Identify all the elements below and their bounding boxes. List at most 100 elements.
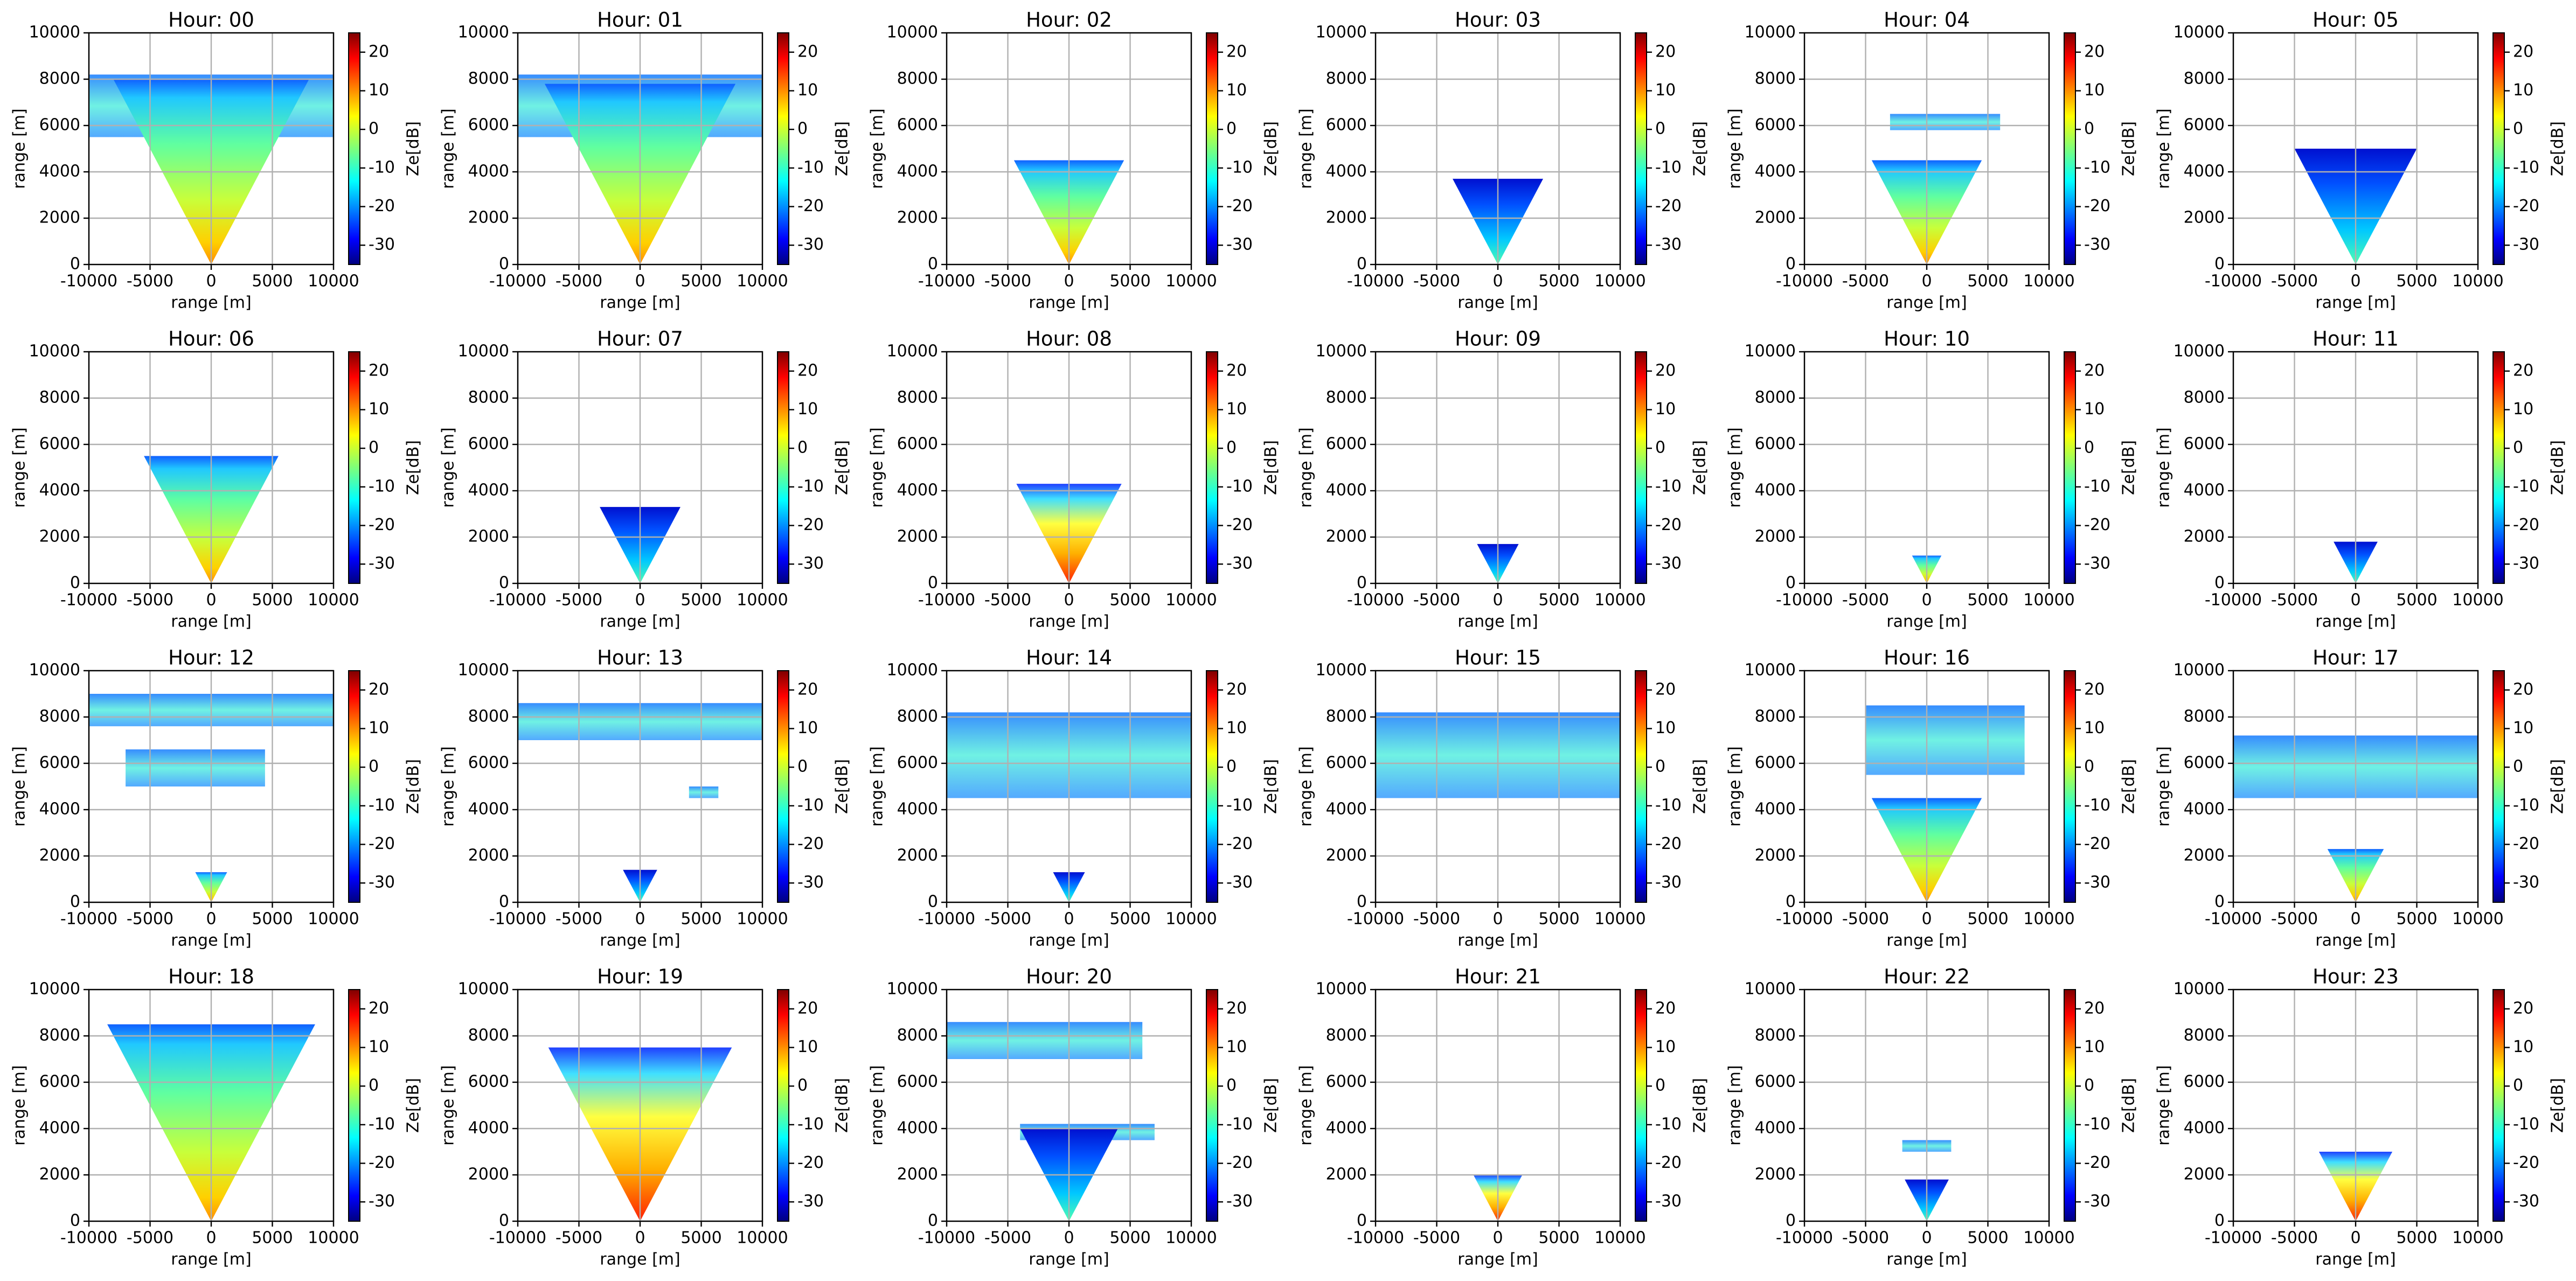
colorbar-tick-label: -10 bbox=[369, 158, 395, 177]
colorbar-tick-label: 20 bbox=[797, 999, 818, 1018]
colorbar-tick-label: -10 bbox=[797, 1115, 824, 1133]
axes-frame bbox=[88, 32, 335, 266]
y-tick-label: 2000 bbox=[1755, 1165, 1796, 1184]
colorbar bbox=[777, 32, 789, 265]
colorbar-tick-label: -30 bbox=[1226, 554, 1253, 573]
colorbar-tick-label: -10 bbox=[2513, 796, 2539, 814]
axes-frame bbox=[946, 32, 1192, 266]
subplot-title: Hour: 18 bbox=[168, 965, 254, 988]
y-tick-label: 2000 bbox=[2184, 527, 2225, 546]
colorbar-tick-label: -20 bbox=[797, 834, 824, 853]
y-tick-label: 10000 bbox=[2174, 23, 2225, 42]
y-tick-label: 4000 bbox=[468, 481, 509, 500]
y-tick-label: 2000 bbox=[468, 1165, 509, 1184]
y-tick-label: 2000 bbox=[1755, 208, 1796, 227]
subplot: Hour: 02 -10000 -5000 0 5000 10000 0 2000 4000 60… bbox=[868, 9, 1281, 312]
subplot-title: Hour: 09 bbox=[1455, 328, 1541, 351]
axes-frame bbox=[517, 32, 763, 266]
colorbar-tick-label: 10 bbox=[369, 1038, 389, 1056]
axes-frame bbox=[2232, 32, 2479, 266]
x-tick-label: -5000 bbox=[1842, 272, 1889, 291]
colorbar-tick-label: -30 bbox=[1226, 235, 1253, 254]
x-axis-label: range [m] bbox=[171, 294, 251, 312]
colorbar-tick-label: 0 bbox=[1226, 757, 1237, 776]
y-tick-label: 4000 bbox=[1755, 1119, 1796, 1138]
colorbar-tick-label: 0 bbox=[2513, 1076, 2523, 1095]
colorbar bbox=[2064, 989, 2076, 1222]
echo-band bbox=[126, 749, 265, 786]
colorbar bbox=[777, 670, 789, 903]
x-tick-label: -10000 bbox=[60, 591, 117, 610]
subplot-title: Hour: 02 bbox=[1026, 9, 1112, 32]
y-tick-label: 6000 bbox=[897, 116, 938, 135]
y-tick-label: 8000 bbox=[39, 69, 80, 88]
colorbar-label: Ze[dB] bbox=[2549, 1078, 2567, 1133]
x-tick-label: 5000 bbox=[2396, 1229, 2437, 1248]
y-axis-label: range [m] bbox=[1726, 746, 1745, 826]
colorbar-label: Ze[dB] bbox=[404, 1078, 423, 1133]
x-tick-label: 10000 bbox=[1594, 272, 1645, 291]
x-tick-label: -10000 bbox=[1347, 910, 1404, 929]
x-tick-label: 5000 bbox=[1109, 272, 1150, 291]
x-tick-label: -5000 bbox=[984, 591, 1031, 610]
colorbar-tick-label: -10 bbox=[1655, 477, 1682, 496]
subplot-title: Hour: 23 bbox=[2313, 965, 2399, 988]
x-tick-label: -10000 bbox=[1776, 910, 1833, 929]
x-tick-label: 10000 bbox=[1165, 591, 1217, 610]
y-tick-label: 10000 bbox=[458, 980, 509, 999]
x-tick-label: 10000 bbox=[308, 1229, 359, 1248]
colorbar-tick-label: -20 bbox=[369, 834, 395, 853]
x-tick-label: 0 bbox=[206, 591, 216, 610]
subplot: Hour: 05 -10000 -5000 0 5000 10000 0 2000 4000 60… bbox=[2155, 9, 2567, 312]
x-tick-label: 5000 bbox=[681, 591, 721, 610]
subplot: Hour: 10 -10000 -5000 0 5000 10000 0 2000 4000 60… bbox=[1726, 328, 2138, 631]
y-tick-label: 4000 bbox=[1755, 800, 1796, 819]
colorbar-tick-label: 0 bbox=[369, 1076, 379, 1095]
colorbar-tick-label: 20 bbox=[797, 361, 818, 380]
x-tick-label: -10000 bbox=[489, 910, 546, 929]
colorbar-tick-label: 20 bbox=[369, 680, 389, 699]
y-tick-label: 8000 bbox=[468, 1026, 509, 1045]
colorbar-tick-label: 10 bbox=[369, 719, 389, 737]
x-tick-label: 10000 bbox=[2023, 591, 2074, 610]
colorbar-tick-label: 10 bbox=[1655, 400, 1676, 419]
colorbar-tick-label: -10 bbox=[369, 1115, 395, 1133]
y-tick-label: 2000 bbox=[1755, 527, 1796, 546]
y-tick-label: 2000 bbox=[468, 527, 509, 546]
colorbar-tick-label: -20 bbox=[2084, 834, 2110, 853]
x-tick-label: -5000 bbox=[2271, 591, 2318, 610]
colorbar-tick-label: -20 bbox=[1226, 516, 1253, 534]
colorbar-tick-label: -30 bbox=[2513, 1192, 2539, 1211]
x-tick-label: -10000 bbox=[489, 272, 546, 291]
y-tick-label: 8000 bbox=[897, 1026, 938, 1045]
x-axis-label: range [m] bbox=[1029, 1250, 1109, 1269]
axes-frame bbox=[517, 988, 763, 1222]
colorbar-tick-label: 0 bbox=[2084, 438, 2094, 457]
colorbar bbox=[1206, 351, 1218, 584]
x-axis-label: range [m] bbox=[1886, 931, 1967, 950]
y-tick-label: 8000 bbox=[1755, 388, 1796, 407]
colorbar-tick-label: -10 bbox=[1655, 158, 1682, 177]
x-tick-label: 0 bbox=[1492, 272, 1503, 291]
colorbar-label: Ze[dB] bbox=[404, 121, 423, 176]
x-axis-label: range [m] bbox=[1886, 612, 1967, 631]
x-tick-label: -10000 bbox=[2205, 591, 2262, 610]
x-tick-label: -5000 bbox=[2271, 910, 2318, 929]
colorbar-tick-label: 0 bbox=[1655, 1076, 1665, 1095]
colorbar-tick-label: -30 bbox=[369, 554, 395, 573]
y-axis-label: range [m] bbox=[1726, 108, 1745, 189]
y-tick-label: 2000 bbox=[897, 208, 938, 227]
colorbar-tick-label: -20 bbox=[369, 516, 395, 534]
y-tick-label: 0 bbox=[2214, 893, 2225, 911]
subplot-title: Hour: 01 bbox=[597, 9, 683, 32]
subplot: Hour: 04 -10000 -5000 0 5000 10000 0 2000 4000 60… bbox=[1726, 9, 2138, 312]
colorbar-tick-label: 20 bbox=[2513, 680, 2533, 699]
x-tick-label: -5000 bbox=[984, 910, 1031, 929]
y-tick-label: 2000 bbox=[39, 527, 80, 546]
colorbar-tick-label: 20 bbox=[1226, 680, 1247, 699]
axes-frame bbox=[1374, 351, 1621, 584]
colorbar-tick-label: -30 bbox=[2513, 554, 2539, 573]
x-tick-label: -10000 bbox=[1776, 591, 1833, 610]
x-tick-label: -5000 bbox=[127, 272, 173, 291]
